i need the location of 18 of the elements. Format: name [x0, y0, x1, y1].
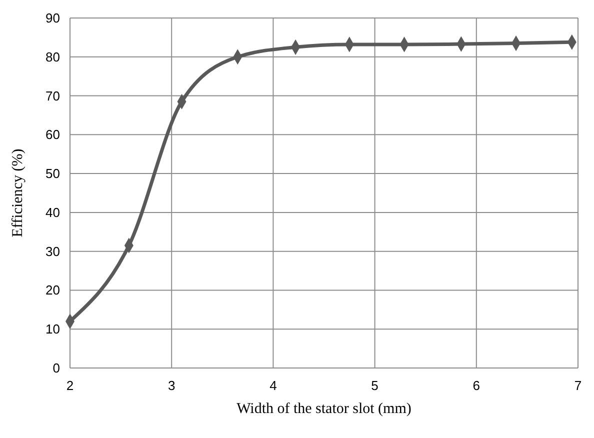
y-tick-label: 30 — [46, 244, 60, 259]
y-tick-label: 40 — [46, 204, 60, 220]
y-tick-label: 20 — [46, 282, 60, 298]
x-tick-label: 5 — [371, 378, 378, 393]
x-axis-title: Width of the stator slot (mm) — [236, 401, 412, 417]
y-tick-label: 50 — [46, 166, 60, 182]
x-tick-label: 7 — [574, 378, 582, 393]
y-tick-label: 80 — [46, 49, 60, 64]
y-axis-title: Efficiency (%) — [10, 148, 26, 238]
y-tick-label: 10 — [46, 322, 60, 337]
y-tick-label: 90 — [46, 10, 60, 26]
y-tick-label: 70 — [46, 88, 60, 104]
x-tick-label: 2 — [66, 378, 74, 393]
x-tick-label: 3 — [168, 378, 176, 393]
y-tick-label: 0 — [52, 360, 60, 376]
x-tick-label: 4 — [270, 378, 277, 393]
x-tick-label: 6 — [472, 378, 480, 393]
y-tick-label: 60 — [46, 127, 60, 142]
